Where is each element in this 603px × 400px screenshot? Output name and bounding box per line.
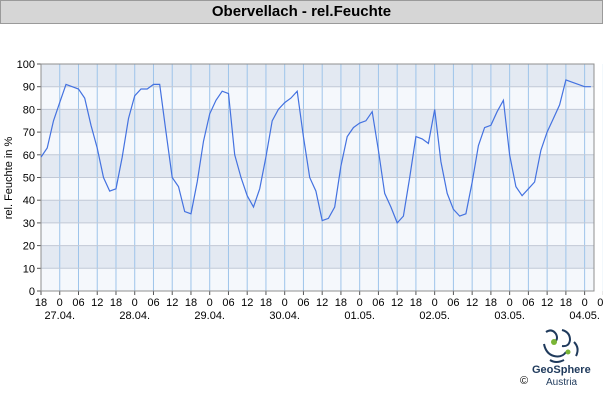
- x-tick-label: 06: [447, 297, 459, 309]
- y-tick-label: 50: [23, 173, 35, 185]
- x-tick-label: 12: [241, 297, 253, 309]
- x-tick-label: 0: [132, 297, 138, 309]
- chart-title: Obervellach - rel.Feuchte: [211, 3, 392, 20]
- date-label: 30.04.: [269, 310, 300, 322]
- plot-band: [41, 86, 594, 110]
- x-tick-label: 18: [410, 297, 422, 309]
- x-tick-label: 06: [597, 297, 603, 309]
- x-tick-label: 06: [372, 297, 384, 309]
- chart-title-bar: Obervellach - rel.Feuchte: [0, 0, 603, 24]
- plot-band: [41, 132, 594, 155]
- x-tick-label: 0: [282, 297, 288, 309]
- y-tick-label: 60: [23, 150, 35, 162]
- x-tick-label: 18: [485, 297, 497, 309]
- x-tick-label: 12: [91, 297, 103, 309]
- y-tick-label: 40: [23, 195, 35, 207]
- humidity-series-line: [40, 79, 591, 225]
- date-label: 27.04.: [44, 310, 75, 322]
- x-tick-label: 0: [507, 297, 513, 309]
- x-tick-label: 18: [260, 297, 272, 309]
- date-label: 02.05.: [419, 310, 450, 322]
- x-tick-label: 06: [297, 297, 309, 309]
- x-tick-label: 12: [166, 297, 178, 309]
- date-label: 03.05.: [494, 310, 525, 322]
- x-tick-label: 18: [35, 297, 47, 309]
- plot-bands: [41, 64, 594, 291]
- x-tick-labels: 18 0 06 12 18 0 06 12 18 0 06 12 18 0 06 12 18 0 06 12 18 0 06…: [35, 297, 603, 309]
- brand-subtitle: Austria: [546, 377, 578, 388]
- plot-band: [41, 222, 594, 246]
- x-tick-label: 06: [72, 297, 84, 309]
- y-tick-label: 30: [23, 218, 35, 230]
- date-label: 01.05.: [344, 310, 375, 322]
- x-tick-label: 06: [522, 297, 534, 309]
- x-tick-label: 0: [582, 297, 588, 309]
- date-labels: 27.04. 28.04. 29.04. 30.04. 01.05. 02.05. 03.0…: [44, 310, 599, 322]
- brand-name: GeoSphere: [532, 364, 591, 376]
- x-tick-label: 0: [357, 297, 363, 309]
- y-tick-label: 70: [23, 127, 35, 139]
- date-label: 29.04.: [194, 310, 225, 322]
- x-tick-label: 0: [207, 297, 213, 309]
- y-tick-label: 10: [23, 263, 35, 275]
- x-tick-label: 12: [466, 297, 478, 309]
- y-tick-label: 90: [23, 82, 35, 94]
- x-tick-label: 18: [110, 297, 122, 309]
- geosphere-logo-icon: [543, 329, 579, 363]
- x-tick-label: 12: [316, 297, 328, 309]
- x-tick-label: 0: [432, 297, 438, 309]
- plot-band: [41, 200, 594, 223]
- plot-band: [41, 154, 594, 178]
- y-tick-label: 100: [17, 59, 35, 71]
- y-tick-label: 0: [29, 286, 35, 298]
- plot-band: [41, 109, 594, 133]
- plot-frame: [40, 63, 595, 292]
- x-tick-label: 18: [335, 297, 347, 309]
- date-label: 04.05.: [569, 310, 600, 322]
- x-tick-label: 18: [185, 297, 197, 309]
- x-tick-label: 12: [391, 297, 403, 309]
- x-tick-label: 0: [57, 297, 63, 309]
- y-tick-labels: 0 10 20 30 40 50 60 70 80 90 100: [17, 59, 35, 298]
- x-tick-label: 06: [222, 297, 234, 309]
- y-tick-label: 20: [23, 241, 35, 253]
- plot-band: [41, 64, 594, 87]
- date-label: 28.04.: [119, 310, 150, 322]
- x-tick-label: 18: [560, 297, 572, 309]
- copyright-symbol: ©: [520, 375, 529, 387]
- x-tick-label: 12: [541, 297, 553, 309]
- y-axis-label: rel. Feuchte in %: [3, 137, 15, 220]
- plot-band: [41, 268, 594, 291]
- plot-band: [41, 177, 594, 201]
- x-tick-label: 06: [147, 297, 159, 309]
- plot-band: [41, 245, 594, 269]
- y-tick-label: 80: [23, 104, 35, 116]
